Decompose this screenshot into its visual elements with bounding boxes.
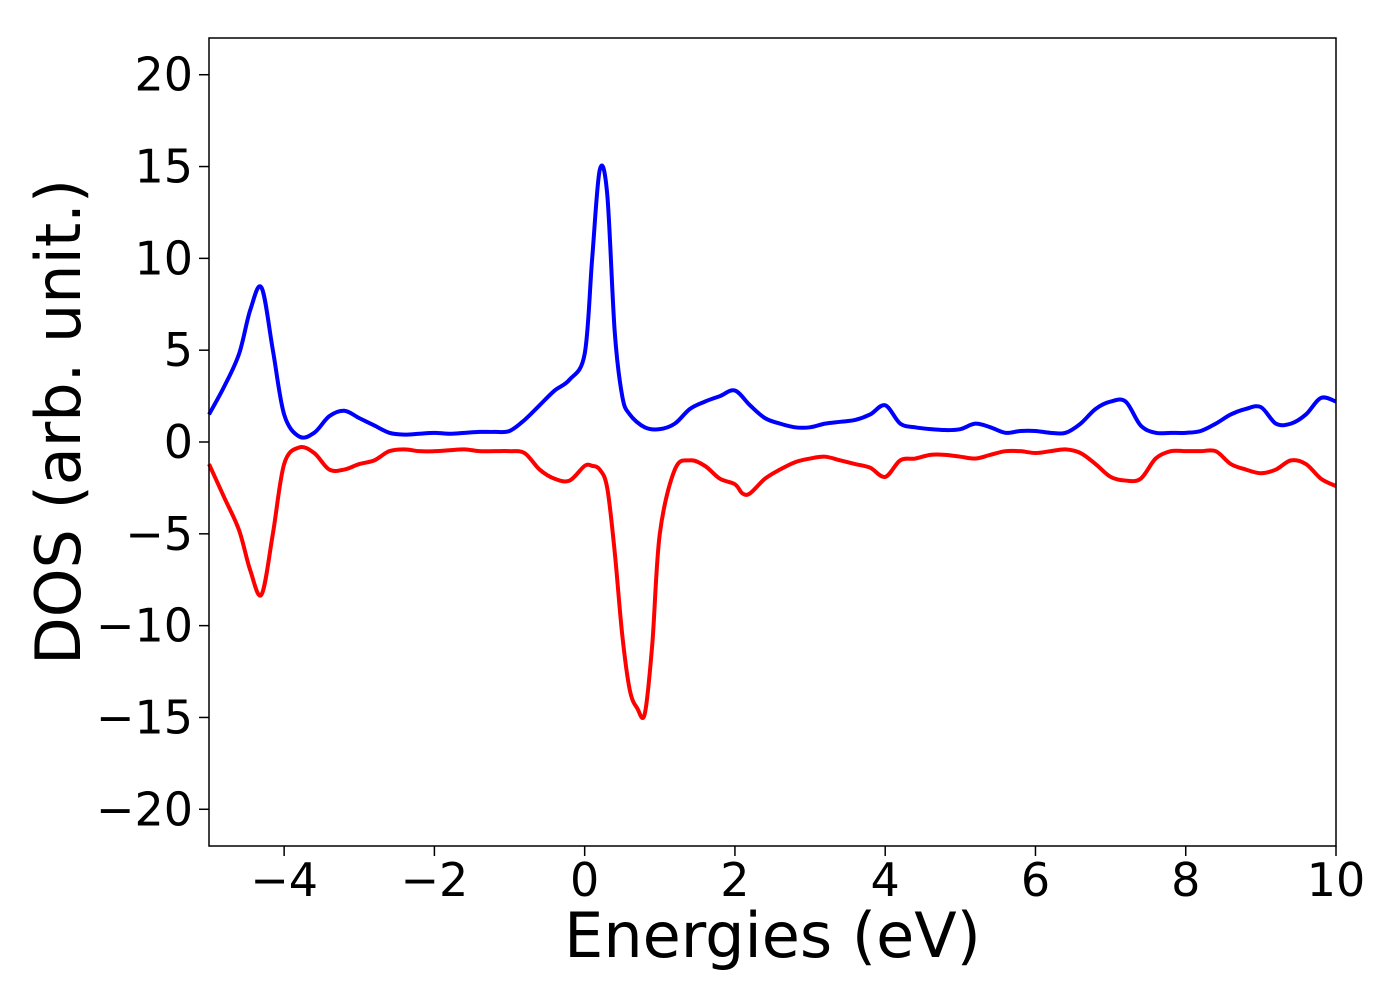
- x-tick-label: 0: [570, 853, 599, 907]
- y-tick-label: −5: [125, 507, 193, 561]
- y-tick-label: 10: [134, 231, 193, 285]
- x-tick-label: 10: [1307, 853, 1366, 907]
- series-layer: [207, 163, 1337, 720]
- y-tick-label: 0: [164, 415, 193, 469]
- series-line-red: [207, 445, 1337, 720]
- y-tick-label: 20: [134, 48, 193, 102]
- y-axis-label: DOS (arb. unit.): [22, 179, 95, 665]
- y-tick-label: 15: [134, 140, 193, 194]
- x-tick-label: 6: [1021, 853, 1050, 907]
- y-tick-label: −10: [96, 599, 193, 653]
- x-tick-label: 4: [871, 853, 900, 907]
- series-line-blue: [207, 163, 1337, 440]
- x-tick-label: −4: [250, 853, 318, 907]
- x-axis-ticks: −4 −2 0 2 4 6 8 10: [250, 846, 1365, 907]
- plot-frame: [208, 37, 1337, 847]
- y-tick-label: −15: [96, 690, 193, 744]
- y-axis-ticks: 20 15 10 5 0 −5 −10 −15 −20: [96, 48, 209, 836]
- x-tick-label: 8: [1171, 853, 1200, 907]
- x-tick-label: −2: [400, 853, 468, 907]
- x-axis-label: Energies (eV): [564, 899, 981, 972]
- x-tick-label: 2: [720, 853, 749, 907]
- y-tick-label: 5: [164, 323, 193, 377]
- y-tick-label: −20: [96, 782, 193, 836]
